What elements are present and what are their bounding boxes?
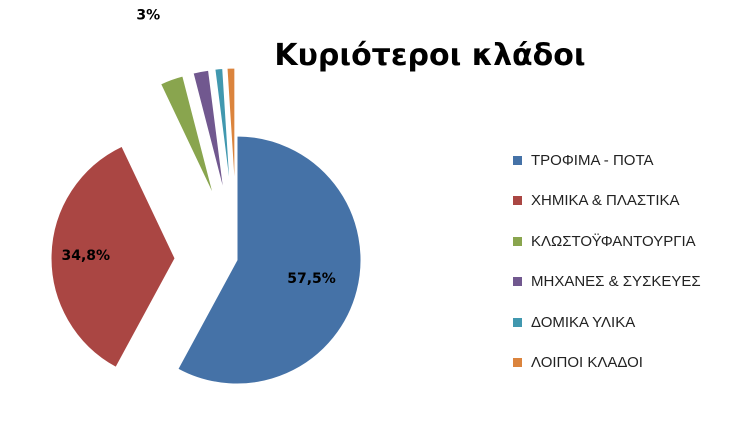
legend-swatch-6: [513, 358, 522, 368]
pie-slice-3: [159, 75, 215, 197]
legend-item-4: ΜΗΧΑΝΕΣ & ΣΥΣΚΕΥΕΣ: [513, 262, 743, 303]
pie-slice-5: [214, 68, 232, 193]
legend-item-5: ΔΟΜΙΚΑ ΥΛΙΚΑ: [513, 302, 743, 343]
pie-slice-4: [192, 69, 225, 194]
legend-swatch-5: [513, 317, 522, 327]
data-label-4: 2%: [174, 0, 198, 4]
legend-label-2: ΧΗΜΙΚΑ & ΠΛΑΣΤΙΚΑ: [531, 192, 680, 210]
data-label-3: 3%: [136, 7, 160, 23]
data-label-1: 57,5%: [287, 271, 336, 287]
legend-swatch-1: [513, 155, 522, 165]
legend-label-5: ΔΟΜΙΚΑ ΥΛΙΚΑ: [531, 313, 636, 331]
legend-item-3: ΚΛΩΣΤΟΫΦΑΝΤΟΥΡΓΙΑ: [513, 221, 743, 262]
data-label-2: 34,8%: [61, 248, 110, 264]
legend-label-4: ΜΗΧΑΝΕΣ & ΣΥΣΚΕΥΕΣ: [531, 273, 701, 291]
legend-item-6: ΛΟΙΠΟΙ ΚΛΑΔΟΙ: [513, 343, 743, 384]
pie-slice-1: [177, 135, 362, 385]
legend-label-1: ΤΡΟΦΙΜΑ - ΠΟΤΑ: [531, 151, 654, 169]
legend-item-1: ΤΡΟΦΙΜΑ - ΠΟΤΑ: [513, 140, 743, 181]
legend-label-6: ΛΟΙΠΟΙ ΚΛΑΔΟΙ: [531, 354, 643, 372]
chart-title: Κυριότεροι κλάδοι: [274, 38, 586, 73]
pie-slice-2: [50, 145, 176, 369]
legend-swatch-3: [513, 236, 522, 246]
legend-swatch-2: [513, 196, 522, 206]
legend-item-2: ΧΗΜΙΚΑ & ΠΛΑΣΤΙΚΑ: [513, 181, 743, 222]
legend-label-3: ΚΛΩΣΤΟΫΦΑΝΤΟΥΡΓΙΑ: [531, 232, 696, 250]
pie-slice-6: [226, 67, 236, 193]
chart-legend: ΤΡΟΦΙΜΑ - ΠΟΤΑ ΧΗΜΙΚΑ & ΠΛΑΣΤΙΚΑ ΚΛΩΣΤΟΫΦΑ…: [513, 140, 743, 383]
legend-swatch-4: [513, 277, 522, 287]
